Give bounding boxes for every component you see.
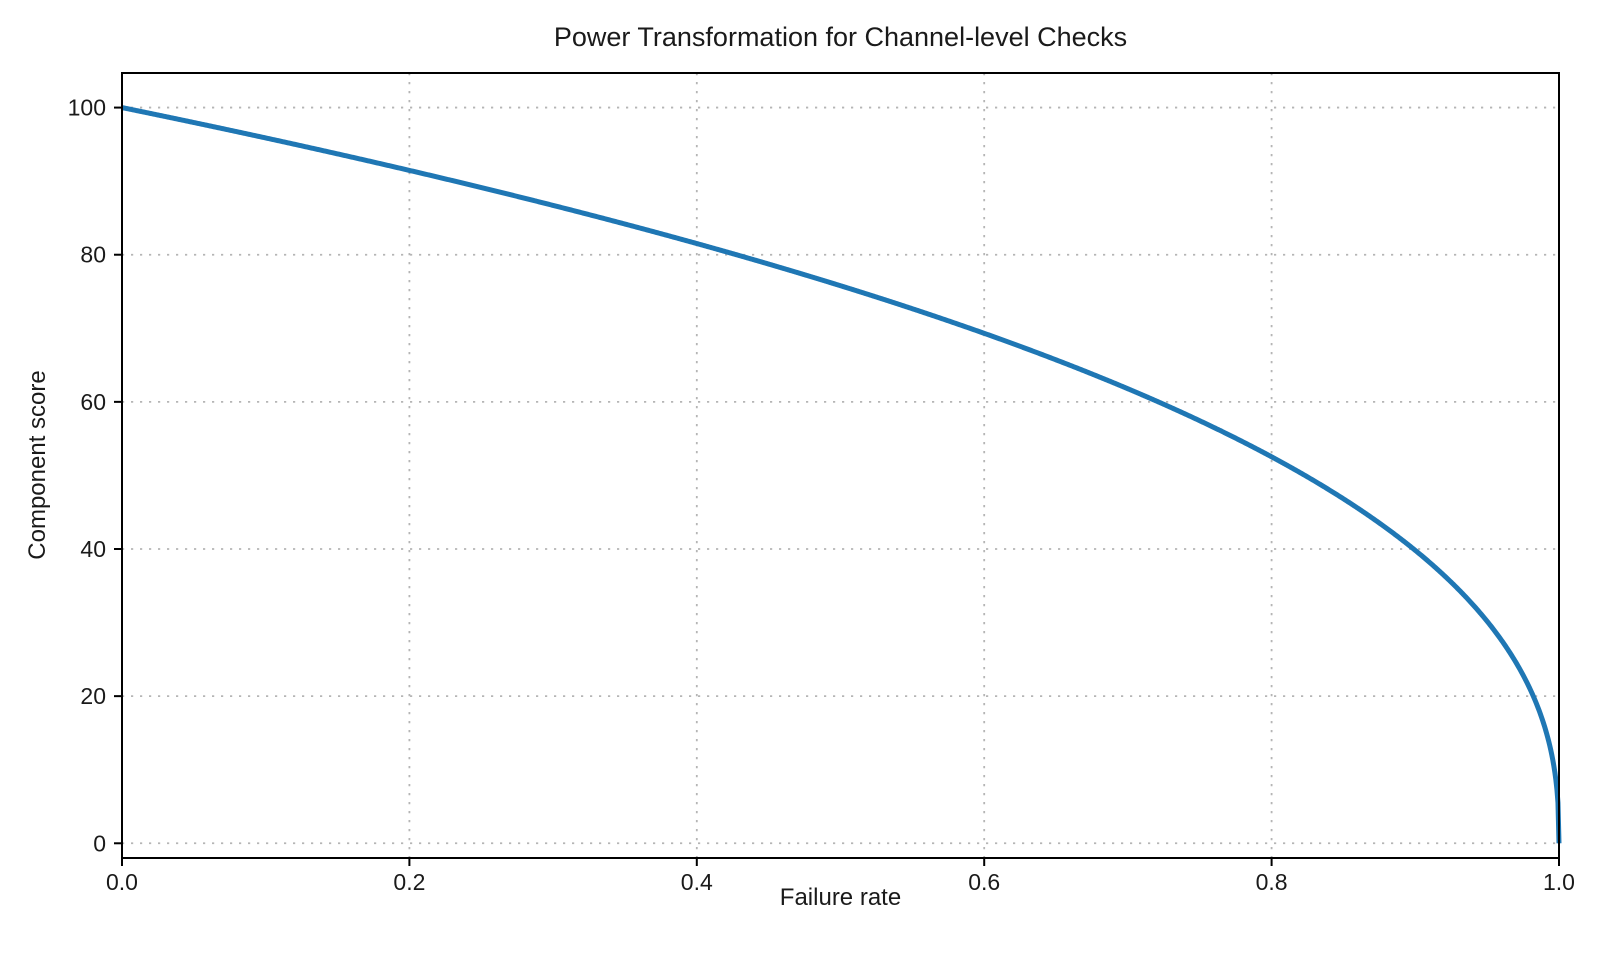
y-tick-label: 100 xyxy=(68,95,106,121)
plot-border xyxy=(121,72,1560,859)
x-axis-label: Failure rate xyxy=(779,884,902,911)
y-tick-label: 40 xyxy=(80,536,106,562)
x-tick-label: 1.0 xyxy=(1543,869,1575,895)
x-tick-label: 0.6 xyxy=(968,869,1000,895)
y-tick-label: 80 xyxy=(80,242,106,268)
series-line xyxy=(120,105,1562,844)
y-axis-label: Component score xyxy=(24,370,51,560)
chart-title: Power Transformation for Channel-level C… xyxy=(553,22,1128,52)
y-tick-label: 20 xyxy=(80,683,106,709)
x-tick-label: 0.2 xyxy=(393,869,425,895)
x-tick-label: 0.4 xyxy=(681,869,713,895)
x-tick-label: 0.0 xyxy=(106,869,138,895)
y-tick-label: 60 xyxy=(80,389,106,415)
x-tick-label: 0.8 xyxy=(1256,869,1288,895)
y-tick-label: 0 xyxy=(93,830,106,856)
